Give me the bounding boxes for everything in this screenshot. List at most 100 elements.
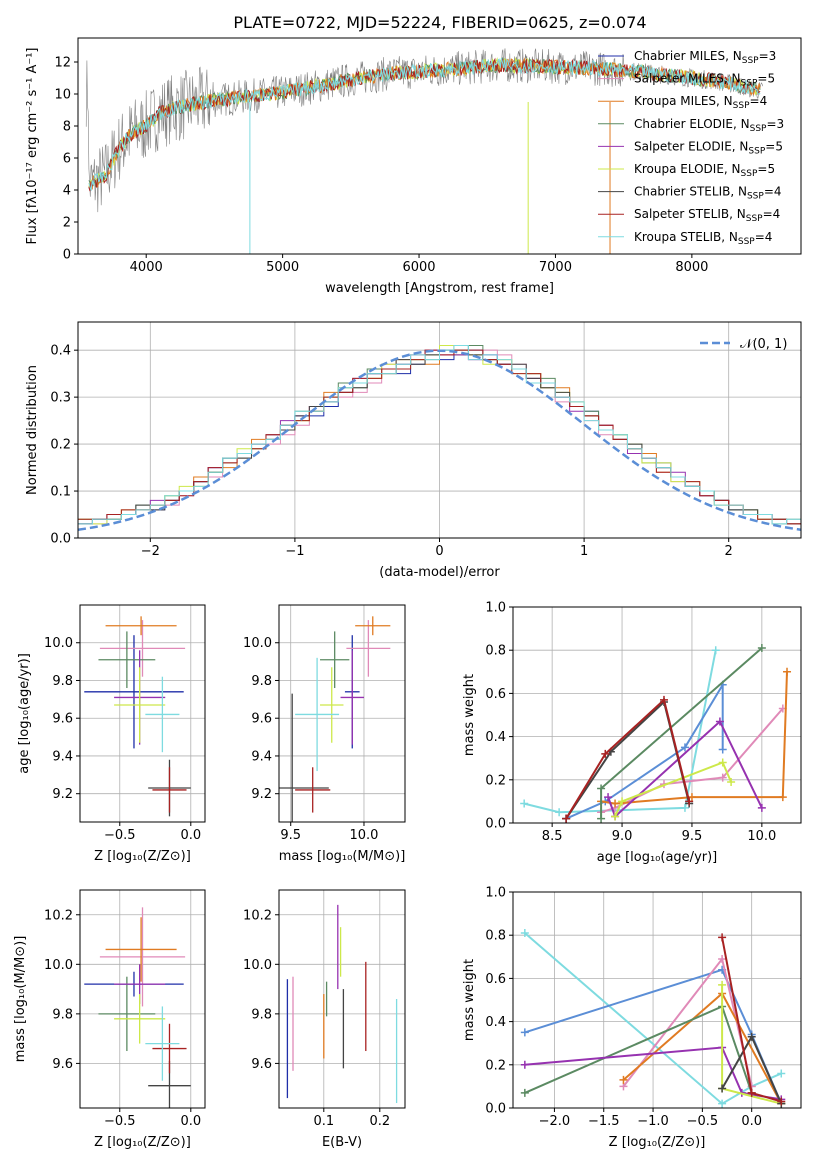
x-tick-label: 7000 [539,260,572,275]
data-point-marker [747,1032,756,1041]
weight-series-line [524,932,782,1105]
panel-Z-weight: −2.0 −1.5 −1.0 −0.5 0.0 0.0 0.2 0.4 0.6 0.8 1.0 Z [… [462,886,802,1150]
y-tick-label: 10.0 [44,958,73,973]
figure-title: PLATE=0722, MJD=52224, FIBERID=0625, z=0… [233,13,646,32]
y-axis-label: Normed distribution [25,365,40,495]
y-tick-label: 0.3 [50,391,71,406]
x-tick-label: 4000 [130,260,163,275]
data-point-marker [727,777,736,786]
x-tick-label: −0.5 [104,828,136,843]
y-axis-label: mass weight [462,674,477,756]
y-axis-label: mass weight [462,959,477,1041]
data-point-marker [777,1069,786,1078]
data-point-marker [555,808,564,817]
x-tick-label: 6000 [402,260,435,275]
y-tick-label: 9.6 [251,1057,272,1072]
x-tick-label: 0.2 [369,1114,390,1129]
data-point-marker [618,797,627,806]
x-tick-label: 9.5 [682,829,703,844]
data-point-marker [601,749,610,758]
plot-marks [84,907,191,1108]
y-tick-label: 0.6 [485,972,506,987]
legend-label: Salpeter MILES, NSSP=5 [634,72,775,89]
y-tick-label: 10.0 [243,958,272,973]
legend-label: Kroupa STELIB, NSSP=4 [634,230,772,247]
x-axis-label: (data-model)/error [379,565,500,580]
data-point-marker [520,1088,529,1097]
y-tick-label: 10 [54,88,71,103]
y-tick-label: 12 [54,56,71,71]
x-tick-label: 9.5 [280,828,301,843]
data-point-marker [757,644,766,653]
x-tick-label: 2 [725,544,733,559]
x-tick-label: −1.5 [588,1114,620,1129]
y-tick-label: 10.0 [243,636,272,651]
x-tick-label: 10.0 [747,829,776,844]
model-spectrum-line [88,57,761,191]
x-tick-label: 9.0 [612,829,633,844]
data-point-marker [777,1097,786,1106]
y-tick-label: 1.0 [485,601,506,616]
data-point-marker [711,646,720,655]
data-point-marker [604,793,613,802]
data-point-marker [718,954,727,963]
legend-label: Chabrier MILES, NSSP=3 [634,49,776,66]
y-tick-label: 9.8 [52,674,73,689]
y-tick-label: 10.2 [44,908,73,923]
x-tick-label: −1 [285,544,304,559]
data-point-marker [520,1028,529,1037]
data-point-marker [718,980,727,989]
x-tick-label: −1.0 [637,1114,669,1129]
y-tick-label: 0.4 [485,730,506,745]
data-point-marker [611,812,620,821]
x-tick-label: 0.0 [741,1114,762,1129]
plot-marks [78,344,801,538]
panel-mass-age: 9.5 10.0 9.2 9.4 9.6 9.8 10.0 mass [log₁₀(M/M⊙)… [243,604,406,864]
x-axis-label: E(B-V) [322,1135,362,1150]
y-tick-label: 8 [63,120,71,135]
data-point-marker [783,667,792,676]
data-point-marker [659,695,668,704]
data-point-marker [778,793,787,802]
plot-marks [84,616,191,817]
data-point-marker [715,717,724,726]
plot-area [279,890,405,1108]
data-point-marker [718,1084,727,1093]
panel-spectrum: 4000 5000 6000 7000 8000 0 2 4 6 8 10 12 wavelength … [25,37,802,296]
x-tick-label: −0.5 [104,1114,136,1129]
weight-series-line [614,761,733,817]
y-tick-label: 6 [63,152,71,167]
y-tick-label: 0.8 [485,644,506,659]
plot-area [513,607,801,823]
y-tick-label: 10.2 [243,908,272,923]
axes-frame [79,604,206,823]
legend-label: Chabrier ELODIE, NSSP=3 [634,117,784,134]
axes-frame [77,37,802,255]
data-point-marker [718,773,727,782]
data-point-marker [747,1088,756,1097]
y-tick-label: 9.6 [251,712,272,727]
plot-area [279,605,405,822]
legend-label: Salpeter ELODIE, NSSP=5 [634,139,783,156]
legend-label: Chabrier STELIB, NSSP=4 [634,185,782,202]
y-tick-label: 9.2 [251,787,272,802]
data-point-marker [520,929,529,938]
panel-Z-age: −0.5 0.0 9.2 9.4 9.6 9.8 10.0 Z [log₁₀(Z/Z⊙)] ag… [17,604,206,864]
data-point-marker [611,799,620,808]
data-point-marker [520,1060,529,1069]
spectrum-legend: Chabrier MILES, NSSP=3 Salpeter MILES, NS… [598,49,784,247]
data-point-marker [718,933,727,942]
x-tick-label: −2.0 [539,1114,571,1129]
plot-marks [286,904,398,1104]
plot-marks [279,616,391,822]
x-axis-label: Z [log₁₀(Z/Z⊙)] [609,1135,706,1150]
plot-marks [520,929,786,1108]
y-tick-label: 2 [63,216,71,231]
data-point-marker [718,758,727,767]
axes-frame [278,889,406,1109]
y-tick-label: 9.4 [251,749,272,764]
x-tick-label: 0 [435,544,443,559]
x-axis-label: Z [log₁₀(Z/Z⊙)] [94,1135,191,1150]
x-tick-label: 0.0 [180,828,201,843]
